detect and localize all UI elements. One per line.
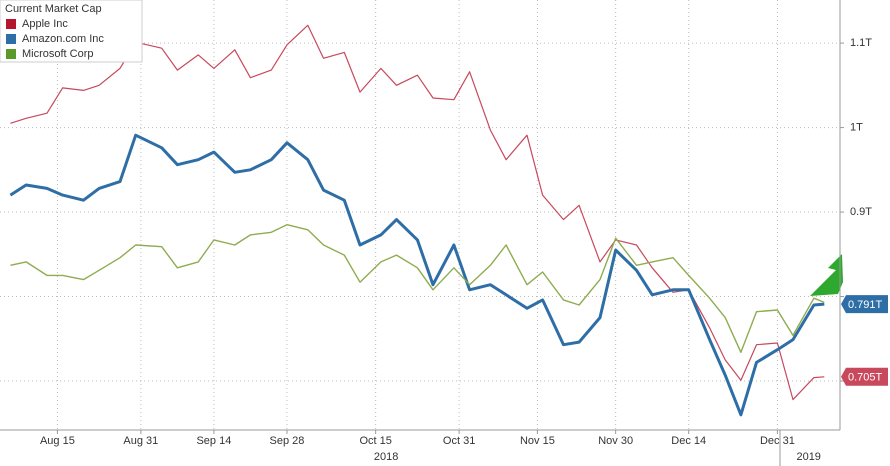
x-tick-label: Nov 30 [598, 435, 633, 447]
x-tick-label: Nov 15 [520, 435, 555, 447]
legend-swatch [6, 49, 16, 59]
x-tick-label: Oct 15 [359, 435, 391, 447]
legend-label: Apple Inc [22, 18, 68, 30]
value-label-box [841, 295, 888, 314]
series-line [9, 133, 825, 417]
legend-label: Microsoft Corp [22, 48, 94, 60]
legend-swatch [6, 19, 16, 29]
y-tick-label: 1.1T [850, 37, 872, 49]
x-year-label: 2018 [374, 451, 398, 463]
y-tick-label: 1T [850, 121, 863, 133]
x-tick-label: Oct 31 [443, 435, 475, 447]
legend-swatch [6, 34, 16, 44]
x-tick-label: Sep 28 [270, 435, 305, 447]
legend-label: Amazon.com Inc [22, 33, 104, 45]
x-tick-label: Aug 15 [40, 435, 75, 447]
series-line [10, 24, 825, 401]
arrow-annotation [810, 254, 843, 296]
x-tick-label: Dec 31 [760, 435, 795, 447]
x-tick-label: Sep 14 [196, 435, 231, 447]
x-tick-label: Dec 14 [671, 435, 706, 447]
x-year-label: 2019 [796, 451, 820, 463]
legend: Current Market Cap Apple Inc Amazon.com I… [0, 0, 143, 63]
y-tick-label: 0.9T [850, 206, 872, 218]
legend-title: Current Market Cap [5, 3, 102, 15]
x-tick-label: Aug 31 [123, 435, 158, 447]
value-label: 0.705T [848, 372, 883, 384]
legend-box [0, 0, 143, 63]
value-label-box [841, 367, 888, 386]
value-label: 0.791T [848, 299, 883, 311]
series-line [10, 224, 825, 353]
